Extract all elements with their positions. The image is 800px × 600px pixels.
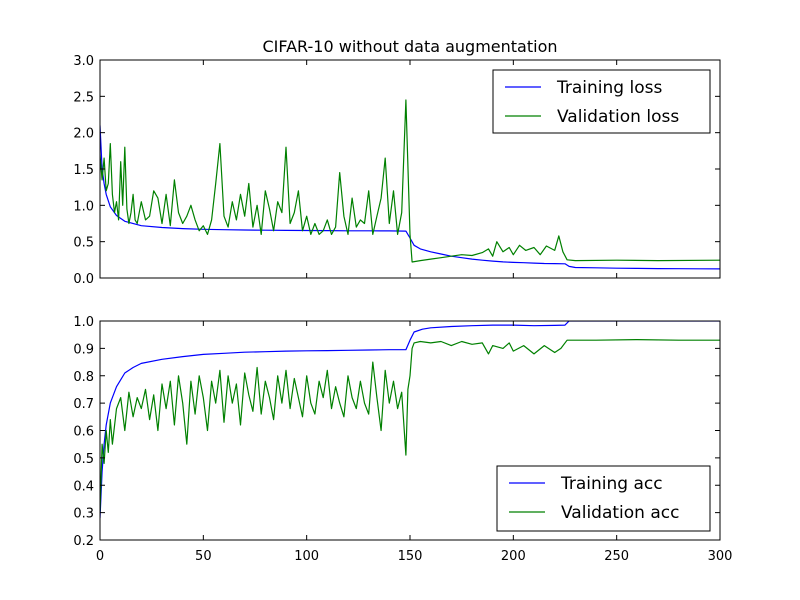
loss-legend-label: Training loss [556,78,662,98]
loss-ytick-label: 0.0 [73,272,94,287]
acc-ytick-label: 0.4 [73,479,94,494]
acc-legend: Training acc Validation acc [496,465,711,532]
acc-xtick-label: 200 [501,549,526,564]
loss-ytick-label: 2.0 [73,127,94,142]
acc-xtick-label: 50 [195,549,212,564]
acc-legend-box [496,465,711,532]
loss-legend-box [492,69,711,134]
acc-legend-label: Validation acc [561,503,679,523]
acc-ytick-label: 0.2 [73,534,94,549]
acc-series-validation-acc [100,339,720,513]
loss-legend-label: Validation loss [557,107,679,127]
acc-xtick-label: 0 [96,549,104,564]
accuracy-panel: 0.2 0.3 0.4 0.5 0.6 0.7 0.8 0.9 1.0 0 50 100 150 200 2… [73,315,732,564]
loss-legend: Training loss Validation loss [492,69,711,134]
chart-title: CIFAR-10 without data augmentation [262,37,557,56]
acc-xtick-label: 250 [604,549,629,564]
acc-legend-label: Training acc [560,474,663,494]
loss-ytick-label: 0.5 [73,236,94,251]
acc-ytick-label: 1.0 [73,315,94,330]
acc-ytick-label: 0.7 [73,397,94,412]
acc-series-training-acc [100,321,720,519]
acc-ytick-label: 0.3 [73,507,94,522]
loss-panel: 0.0 0.5 1.0 1.5 2.0 2.5 3.0 Training loss Valida… [73,54,721,287]
acc-ytick-label: 0.5 [73,452,94,467]
loss-ytick-label: 1.0 [73,199,94,214]
loss-ytick-label: 3.0 [73,54,94,69]
acc-xtick-label: 100 [294,549,319,564]
loss-ytick-label: 2.5 [73,90,94,105]
acc-ytick-label: 0.8 [73,370,94,385]
acc-xtick-label: 300 [708,549,733,564]
acc-ytick-label: 0.9 [73,342,94,357]
loss-series-validation-loss [100,99,720,263]
loss-series-training-loss [100,125,720,270]
loss-ytick-label: 1.5 [73,163,94,178]
acc-ytick-label: 0.6 [73,425,94,440]
acc-xtick-label: 150 [398,549,423,564]
